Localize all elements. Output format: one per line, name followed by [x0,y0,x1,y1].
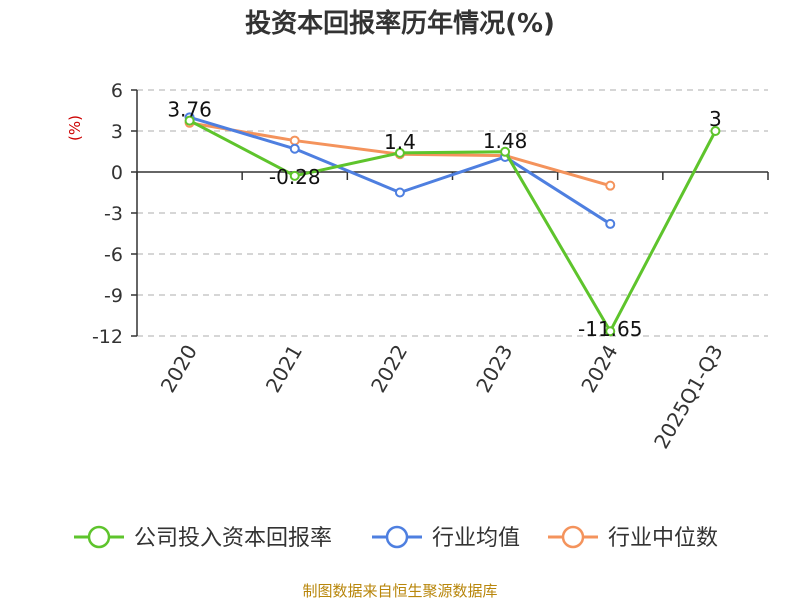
y-tick-label: 3 [111,121,123,143]
data-point [500,146,511,157]
legend: 公司投入资本回报率 行业均值 行业中位数 [74,525,718,551]
axes: 6 3 0 -3 -6 -9 -12 2020 2021 2022 2023 2024 2025Q1-Q… [92,80,769,453]
y-tick-label: -12 [92,326,123,348]
y-tick-label: -9 [104,285,123,307]
x-tick-label: 2024 [576,341,622,397]
legend-label: 公司投入资本回报率 [134,526,332,551]
x-tick-label: 2022 [366,341,412,397]
x-tick-label: 2021 [261,341,307,397]
data-point [394,147,405,158]
y-axis-unit-label: (%) [66,115,84,141]
data-point [605,180,616,191]
data-point [289,135,300,146]
data-label: 3 [709,107,722,131]
data-point [289,143,300,154]
data-point [605,326,616,337]
data-label: 1.4 [384,130,416,154]
data-label: -11.65 [578,317,642,341]
data-point [605,218,616,229]
y-tick-label: 0 [111,162,123,184]
legend-marker [385,525,409,549]
data-label: -0.28 [269,165,321,189]
legend-marker [87,525,111,549]
legend-label: 行业中位数 [608,526,718,551]
x-tick-label: 2023 [471,341,517,397]
series-layer [184,112,721,337]
data-point [289,170,300,181]
x-tick-label: 2025Q1-Q3 [649,341,728,453]
chart-title: 投资本回报率历年情况(%) [245,8,555,39]
x-tick-label: 2020 [156,341,202,397]
data-point [710,126,721,136]
data-label: 1.48 [483,129,528,153]
y-tick-label: -6 [104,244,123,266]
legend-marker [561,525,585,549]
data-point [184,115,195,126]
legend-label: 行业均值 [432,526,520,551]
source-note: 制图数据来自恒生聚源数据库 [302,582,497,600]
y-tick-label: 6 [111,80,123,102]
series-line [188,119,717,333]
data-label: 3.76 [167,98,212,122]
y-tick-label: -3 [104,203,123,225]
data-point [394,187,405,198]
data-labels: 3.76 -0.28 1.4 1.48 -11.65 3 [167,98,721,342]
